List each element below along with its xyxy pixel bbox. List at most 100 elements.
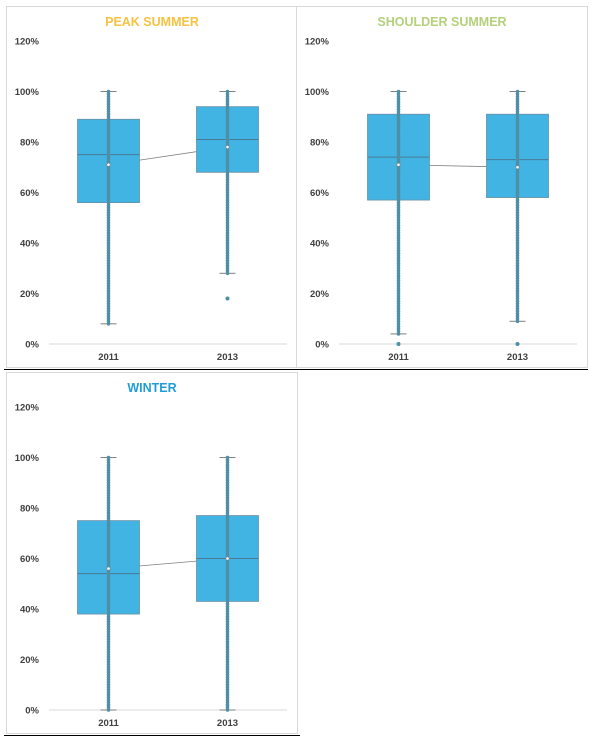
- data-point: [225, 137, 230, 142]
- data-point: [515, 135, 520, 139]
- data-point: [225, 670, 230, 674]
- data-point: [225, 253, 230, 258]
- y-tick-label: 60%: [310, 188, 330, 199]
- data-point: [515, 188, 520, 192]
- data-point: [106, 478, 111, 483]
- data-point: [396, 104, 401, 109]
- data-point: [106, 629, 111, 634]
- data-point: [106, 137, 111, 142]
- data-point: [225, 155, 230, 159]
- data-point: [225, 107, 230, 111]
- data-point: [106, 92, 111, 96]
- data-point: [515, 238, 520, 243]
- data-point: [106, 241, 111, 245]
- x-tick-label: 2013: [217, 352, 238, 363]
- data-point: [396, 248, 401, 253]
- data-point: [396, 243, 401, 248]
- data-point: [225, 594, 230, 599]
- data-point: [396, 120, 401, 124]
- data-point: [225, 97, 230, 101]
- box-2013: [196, 89, 259, 301]
- data-point: [106, 544, 111, 548]
- data-point: [396, 114, 401, 119]
- data-point: [225, 589, 230, 594]
- data-point: [225, 624, 230, 629]
- data-point: [515, 248, 520, 253]
- data-point: [106, 493, 111, 498]
- data-point: [106, 463, 111, 467]
- outlier-point: [396, 342, 401, 346]
- data-point: [106, 460, 111, 465]
- data-point: [106, 152, 111, 157]
- data-point: [106, 528, 111, 533]
- data-point: [515, 306, 520, 311]
- data-point: [225, 173, 230, 177]
- data-point: [225, 546, 230, 551]
- data-point: [225, 521, 230, 525]
- chart-title: WINTER: [127, 381, 176, 395]
- data-point: [106, 458, 111, 462]
- data-point: [225, 475, 230, 480]
- data-point: [515, 190, 520, 195]
- data-point: [106, 309, 111, 313]
- data-point: [225, 632, 230, 637]
- data-point: [396, 125, 401, 129]
- data-point: [396, 89, 401, 94]
- data-point: [396, 221, 401, 225]
- data-point: [515, 279, 520, 283]
- y-tick-label: 120%: [305, 37, 330, 48]
- data-point: [106, 554, 111, 558]
- data-point: [106, 455, 111, 460]
- data-point: [396, 304, 401, 308]
- data-point: [515, 183, 520, 187]
- data-point: [225, 483, 230, 488]
- data-point: [515, 193, 520, 197]
- data-point: [515, 157, 520, 162]
- data-point: [106, 89, 111, 94]
- data-point: [396, 185, 401, 190]
- data-point: [396, 238, 401, 243]
- y-tick-label: 80%: [20, 504, 40, 515]
- data-point: [225, 195, 230, 200]
- data-point: [396, 132, 401, 137]
- data-point: [106, 667, 111, 672]
- data-point: [106, 198, 111, 202]
- data-point: [515, 132, 520, 137]
- data-point: [515, 258, 520, 263]
- data-point: [106, 114, 111, 119]
- data-point: [396, 122, 401, 127]
- x-tick-label: 2011: [98, 352, 119, 363]
- data-point: [225, 463, 230, 467]
- data-point: [515, 319, 520, 324]
- data-point: [225, 99, 230, 104]
- data-point: [106, 597, 111, 601]
- data-point: [225, 150, 230, 154]
- data-point: [106, 188, 111, 192]
- data-point: [396, 324, 401, 329]
- data-point: [396, 200, 401, 205]
- data-point: [106, 475, 111, 480]
- mean-marker: [396, 162, 401, 167]
- data-point: [396, 208, 401, 212]
- data-point: [515, 213, 520, 218]
- data-point: [225, 162, 230, 167]
- data-point: [106, 619, 111, 624]
- data-point: [225, 604, 230, 609]
- data-point: [225, 480, 230, 485]
- data-point: [225, 667, 230, 672]
- data-point: [225, 501, 230, 505]
- mean-marker: [515, 165, 520, 170]
- data-point: [396, 152, 401, 157]
- chart-svg-winter: WINTER 0% 20% 40% 60% 80% 100% 120% 2011 2013: [15, 381, 287, 729]
- data-point: [515, 137, 520, 142]
- data-point: [225, 473, 230, 477]
- y-tick-label: 80%: [310, 138, 330, 149]
- data-point: [106, 609, 111, 614]
- data-point: [225, 102, 230, 106]
- data-point: [515, 253, 520, 258]
- data-point: [515, 150, 520, 154]
- data-point: [396, 223, 401, 228]
- data-point: [225, 657, 230, 662]
- data-point: [106, 634, 111, 639]
- box-2011: [77, 455, 140, 712]
